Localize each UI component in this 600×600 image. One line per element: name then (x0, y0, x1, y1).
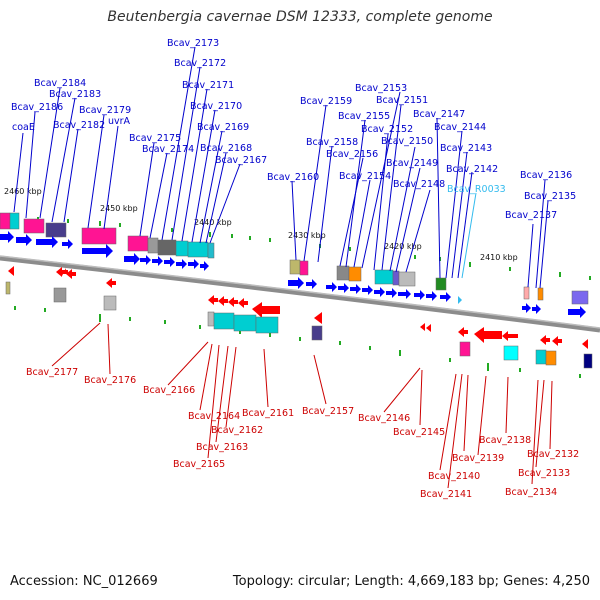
gene-label-bcav-2151: Bcav_2151 (376, 95, 428, 106)
gene-label-bcav-2160: Bcav_2160 (267, 172, 319, 183)
gene-label-bcav-2177: Bcav_2177 (26, 367, 78, 378)
gene-label-bcav-2175: Bcav_2175 (129, 133, 181, 144)
gene-label-bcav-2150: Bcav_2150 (381, 136, 433, 147)
map-title: Beutenbergia cavernae DSM 12333, complet… (107, 9, 493, 25)
gene-label-bcav-2133: Bcav_2133 (518, 468, 570, 479)
gene-label-bcav-2156: Bcav_2156 (326, 149, 378, 160)
gene-label-bcav-2173: Bcav_2173 (167, 38, 219, 49)
gene-label-bcav-2148: Bcav_2148 (393, 179, 445, 190)
gene-label-bcav-2182: Bcav_2182 (53, 120, 105, 131)
scale-label-2440: 2440 kbp (194, 218, 232, 227)
gene-label-bcav-r0033: Bcav_R0033 (447, 184, 506, 195)
gene-label-coaE: coaE (12, 122, 35, 133)
gene-label-bcav-2159: Bcav_2159 (300, 96, 352, 107)
scale-label-2460: 2460 kbp (4, 187, 42, 196)
gene-label-bcav-2179: Bcav_2179 (79, 105, 131, 116)
gene-label-bcav-2152: Bcav_2152 (361, 124, 413, 135)
gene-label-bcav-2146: Bcav_2146 (358, 413, 410, 424)
gene-label-bcav-2141: Bcav_2141 (420, 489, 472, 500)
topology-label: Topology: circular; Length: 4,669,183 bp… (232, 574, 590, 589)
gene-label-bcav-2153: Bcav_2153 (355, 83, 407, 94)
gene-label-bcav-2166: Bcav_2166 (143, 385, 195, 396)
gene-label-bcav-2168: Bcav_2168 (200, 143, 252, 154)
gene-label-bcav-2183: Bcav_2183 (49, 89, 101, 100)
genome-backbone (0, 255, 600, 333)
scale-label-2410: 2410 kbp (480, 253, 518, 262)
gene-label-bcav-2167: Bcav_2167 (215, 155, 267, 166)
reverse-gene-arrows (8, 266, 588, 349)
gene-label-bcav-2163: Bcav_2163 (196, 442, 248, 453)
gene-label-bcav-2172: Bcav_2172 (174, 58, 226, 69)
reverse-gene-labels: Bcav_2177 Bcav_2176 Bcav_2166 Bcav_2164 … (26, 367, 579, 500)
gene-label-bcav-2176: Bcav_2176 (84, 375, 136, 386)
rna-leader-line (461, 192, 477, 279)
gene-label-bcav-2155: Bcav_2155 (338, 111, 390, 122)
gene-label-bcav-2135: Bcav_2135 (524, 191, 576, 202)
gene-label-bcav-2145: Bcav_2145 (393, 427, 445, 438)
gene-label-bcav-2170: Bcav_2170 (190, 101, 242, 112)
scale-label-2430: 2430 kbp (288, 231, 326, 240)
gene-label-bcav-2137: Bcav_2137 (505, 210, 557, 221)
gene-label-bcav-2132: Bcav_2132 (527, 449, 579, 460)
gene-label-bcav-2162: Bcav_2162 (211, 425, 263, 436)
rna-gene-arrow (458, 296, 462, 304)
gene-label-bcav-2138: Bcav_2138 (479, 435, 531, 446)
gene-label-bcav-2169: Bcav_2169 (197, 122, 249, 133)
gene-label-bcav-2174: Bcav_2174 (142, 144, 194, 155)
gene-label-bcav-2134: Bcav_2134 (505, 487, 557, 498)
gene-label-bcav-2149: Bcav_2149 (386, 158, 438, 169)
forward-gene-boxes (0, 212, 589, 305)
reverse-gene-boxes (5, 281, 593, 369)
forward-gene-arrows (0, 231, 586, 318)
gene-label-bcav-2186: Bcav_2186 (11, 102, 63, 113)
gene-label-bcav-2139: Bcav_2139 (452, 453, 504, 464)
gene-label-bcav-2144: Bcav_2144 (434, 122, 486, 133)
gene-label-bcav-2154: Bcav_2154 (339, 171, 391, 182)
forward-leader-lines (13, 46, 549, 289)
forward-gene-labels: coaE Bcav_2186 Bcav_2184 Bcav_2183 Bcav_… (11, 38, 576, 221)
gene-label-bcav-2171: Bcav_2171 (182, 80, 234, 91)
gene-label-bcav-2140: Bcav_2140 (428, 471, 480, 482)
accession-label: Accession: NC_012669 (10, 574, 158, 589)
scale-labels: 2460 kbp 2450 kbp 2440 kbp 2430 kbp 2420… (4, 187, 518, 262)
gene-label-bcav-2165: Bcav_2165 (173, 459, 225, 470)
gene-label-bcav-2158: Bcav_2158 (306, 137, 358, 148)
scale-track-inner (14, 306, 581, 378)
scale-label-2420: 2420 kbp (384, 242, 422, 251)
reverse-leader-lines (51, 322, 553, 489)
gene-label-bcav-2161: Bcav_2161 (242, 408, 294, 419)
gene-label-bcav-2136: Bcav_2136 (520, 170, 572, 181)
gene-label-bcav-2164: Bcav_2164 (188, 411, 240, 422)
scale-label-2450: 2450 kbp (100, 204, 138, 213)
gene-label-bcav-2143: Bcav_2143 (440, 143, 492, 154)
gene-label-bcav-2184: Bcav_2184 (34, 78, 86, 89)
gene-label-bcav-2142: Bcav_2142 (446, 164, 498, 175)
gene-label-bcav-2147: Bcav_2147 (413, 109, 465, 120)
gene-label-bcav-2157: Bcav_2157 (302, 406, 354, 417)
gene-label-uvrA: uvrA (108, 116, 131, 127)
